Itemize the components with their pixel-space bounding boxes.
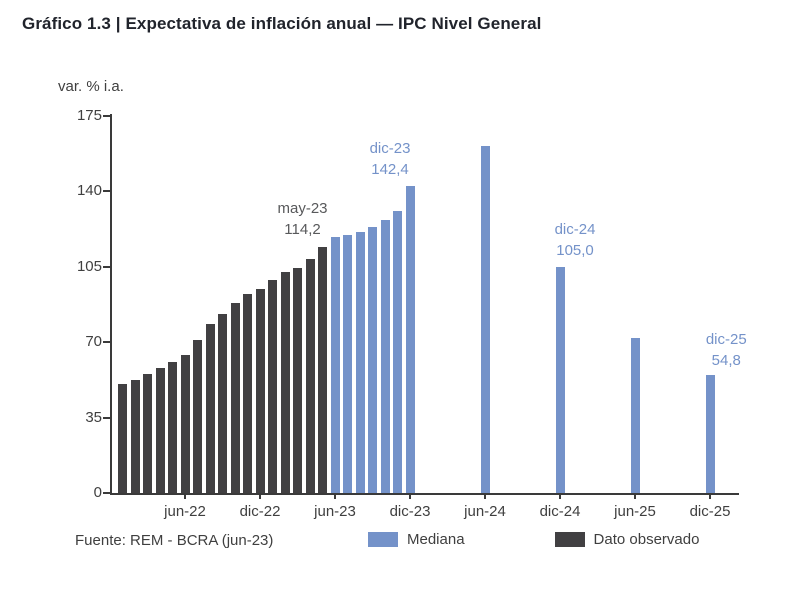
x-axis-tick-label: jun-24: [464, 503, 506, 520]
legend-swatch-mediana: [368, 532, 398, 547]
legend-swatch-observado: [554, 532, 585, 547]
y-axis-unit-label: var. % i.a.: [58, 78, 124, 95]
annotation-dic-24: dic-24 105,0: [555, 219, 596, 261]
x-axis-tick: [409, 493, 411, 499]
y-axis-tick: [103, 341, 110, 344]
legend-item-observado: Dato observado: [554, 531, 700, 548]
legend-label-mediana: Mediana: [407, 531, 465, 548]
bar-observado-may-22: [168, 362, 177, 493]
x-axis-tick: [634, 493, 636, 499]
bar-observado-feb-23: [280, 272, 290, 493]
bar-observado-dic-22: [255, 288, 265, 493]
bar-mediana-ago-23: [355, 232, 365, 493]
annotation-dic-23: dic-23 142,4: [370, 138, 411, 180]
x-axis-tick-label: jun-23: [314, 503, 356, 520]
y-axis-tick: [103, 265, 110, 268]
x-axis-tick: [709, 493, 711, 499]
x-axis-tick-label: dic-23: [389, 503, 431, 520]
x-axis: [110, 493, 739, 495]
annotation-line: may-23: [277, 199, 328, 217]
source-note: Fuente: REM - BCRA (jun-23): [75, 532, 274, 549]
y-axis-tick: [103, 492, 110, 494]
bar-observado-oct-22: [230, 303, 240, 493]
bar-observado-ene-22: [118, 383, 127, 493]
annotation-line: 114,2: [284, 220, 321, 238]
bar-mediana-sep-23: [368, 226, 377, 493]
bar-mediana-jun-24: [480, 146, 490, 493]
y-axis-tick-label: 105: [76, 257, 102, 275]
y-axis-tick-label: 0: [93, 484, 102, 501]
bar-mediana-oct-23: [380, 220, 390, 493]
bar-observado-nov-22: [243, 293, 252, 493]
y-axis-tick: [103, 115, 110, 117]
bar-observado-sep-22: [218, 314, 227, 493]
bar-observado-jun-22: [180, 355, 190, 493]
x-axis-tick-label: jun-22: [164, 503, 206, 520]
bar-observado-mar-23: [293, 268, 302, 493]
x-axis-tick: [559, 493, 561, 499]
x-axis-tick: [334, 493, 336, 499]
bar-mediana-jul-23: [343, 234, 352, 493]
bar-mediana-dic-23: [405, 186, 415, 493]
chart-title: Gráfico 1.3 | Expectativa de inflación a…: [22, 14, 542, 33]
bar-observado-abr-23: [305, 258, 315, 493]
y-axis-tick-label: 140: [76, 182, 102, 200]
bar-mediana-nov-23: [393, 210, 402, 493]
annotation-line: 142,4: [371, 160, 409, 178]
annotation-may-23: may-23 114,2: [277, 198, 327, 240]
x-axis-tick-label: dic-22: [239, 503, 281, 520]
bar-observado-ene-23: [268, 280, 277, 493]
bar-observado-may-23: [318, 246, 327, 493]
y-axis-tick: [103, 416, 110, 419]
annotation-line: dic-25: [705, 331, 747, 349]
legend: Mediana Dato observado: [368, 531, 699, 548]
x-axis-tick-label: jun-25: [614, 503, 656, 520]
x-axis-tick-label: dic-24: [539, 503, 581, 520]
bar-mediana-jun-25: [630, 337, 640, 493]
bar-mediana-dic-25: [705, 374, 715, 493]
annotation-line: dic-23: [369, 139, 411, 157]
bar-mediana-jun-23: [330, 236, 340, 493]
bar-observado-mar-22: [143, 374, 152, 493]
bar-observado-jul-22: [193, 340, 202, 493]
annotation-line: 54,8: [711, 352, 741, 370]
y-axis: [110, 114, 112, 494]
y-axis-tick: [103, 190, 110, 193]
y-axis-tick-label: 70: [85, 333, 102, 351]
y-axis-tick-label: 175: [76, 107, 102, 124]
bar-observado-feb-22: [130, 380, 140, 493]
x-axis-tick: [184, 493, 186, 499]
bar-mediana-dic-24: [555, 266, 565, 493]
legend-label-observado: Dato observado: [593, 531, 700, 548]
annotation-line: 105,0: [556, 242, 594, 260]
x-axis-tick: [484, 493, 486, 499]
y-axis-tick-label: 35: [85, 408, 102, 426]
bar-observado-ago-22: [205, 323, 215, 493]
x-axis-tick-label: dic-25: [689, 503, 731, 520]
annotation-dic-25: dic-25 54,8: [706, 329, 747, 371]
bar-observado-abr-22: [155, 368, 165, 493]
x-axis-tick: [259, 493, 261, 499]
legend-item-mediana: Mediana: [368, 531, 465, 548]
annotation-line: dic-24: [554, 221, 596, 239]
